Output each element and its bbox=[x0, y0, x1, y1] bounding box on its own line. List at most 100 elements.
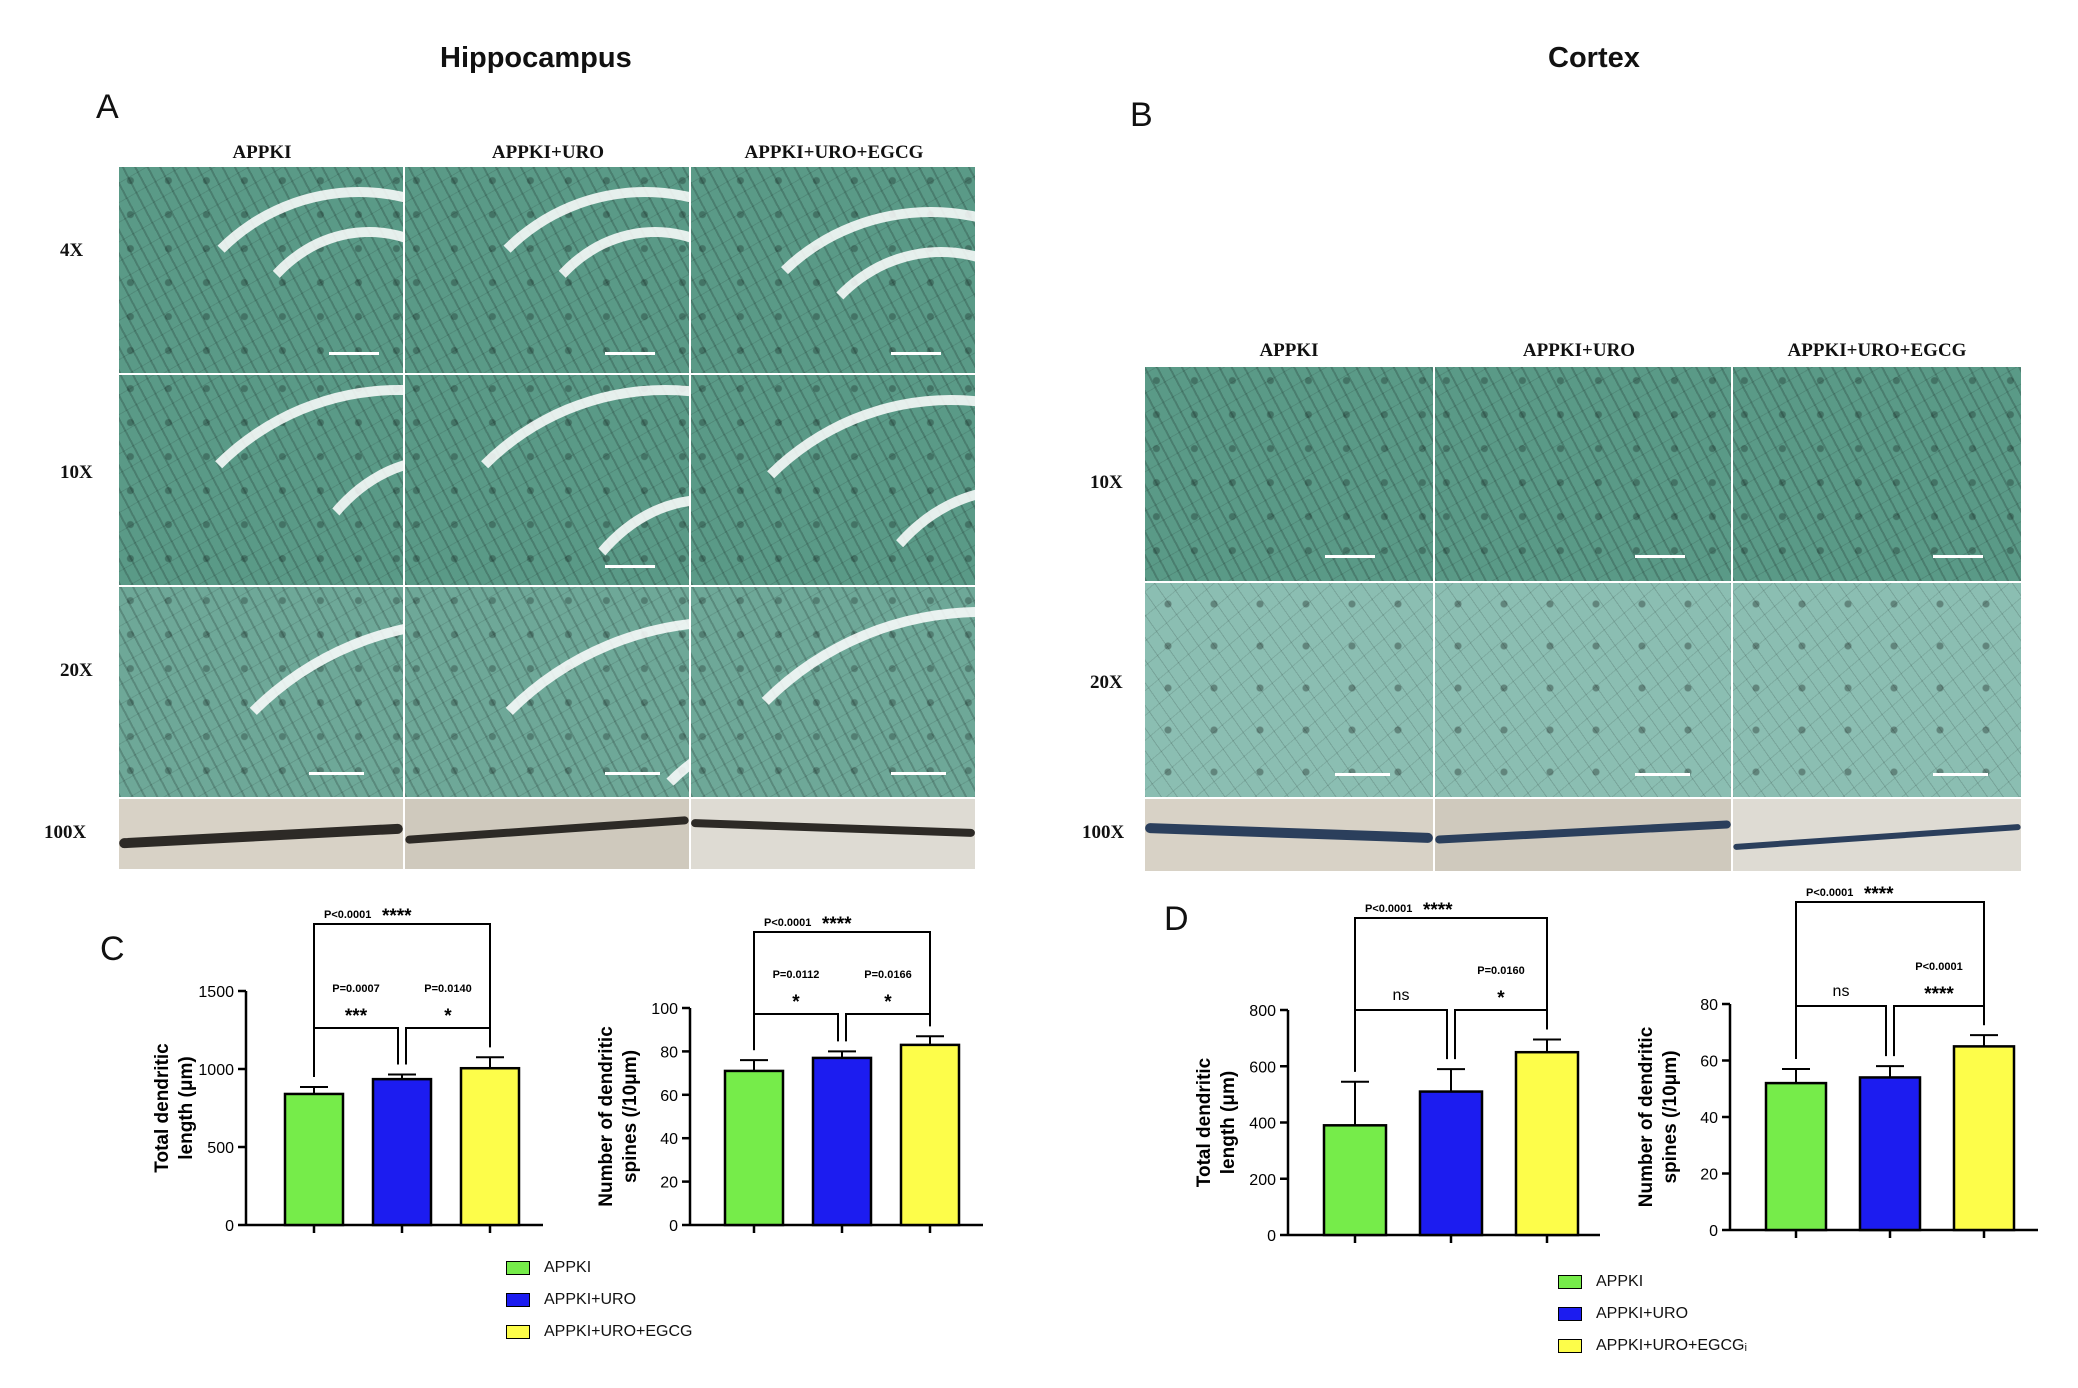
y-tick-label: 600 bbox=[1249, 1059, 1276, 1076]
significance-stars: * bbox=[884, 992, 892, 1013]
y-axis-label-line2: length (μm) bbox=[176, 1056, 197, 1159]
micrograph-cortex-10x-appki-uro bbox=[1434, 366, 1732, 582]
significance-stars: * bbox=[444, 1006, 452, 1027]
title-cortex: Cortex bbox=[1548, 42, 1640, 74]
legend-label: APPKI+URO+EGCGᵢ bbox=[1596, 1337, 1748, 1354]
bar-appki-uro bbox=[1418, 1090, 1484, 1237]
bar-appki bbox=[1764, 1081, 1828, 1232]
y-tick-label: 400 bbox=[1249, 1116, 1276, 1133]
micrograph-hippo-4x-appki bbox=[118, 166, 404, 374]
legend-item: APPKI+URO+EGCGᵢ bbox=[1558, 1330, 1747, 1362]
p-value-label: P<0.0001 bbox=[1806, 887, 1853, 899]
y-tick-label: 20 bbox=[1700, 1167, 1718, 1184]
legend-item: APPKI bbox=[1558, 1266, 1747, 1298]
chart-d1: 0 200 400 600 800 Total dendritic length (μm) n… bbox=[1194, 900, 1600, 1245]
bar-appki-uro bbox=[1858, 1076, 1922, 1232]
y-tick-label: 0 bbox=[225, 1218, 234, 1235]
legend-left: APPKI APPKI+URO APPKI+URO+EGCG bbox=[506, 1252, 693, 1348]
y-tick-label: 80 bbox=[660, 1044, 678, 1061]
legend-swatch-appki bbox=[1558, 1275, 1582, 1289]
legend-item: APPKI+URO+EGCG bbox=[506, 1316, 693, 1348]
y-tick-label: 40 bbox=[1700, 1110, 1718, 1127]
y-axis-label-line2: spines (/10μm) bbox=[620, 1050, 641, 1183]
micrograph-hippo-4x-appki-uro bbox=[404, 166, 690, 374]
bar-appki-uro-egcg bbox=[1514, 1050, 1580, 1237]
legend-item: APPKI bbox=[506, 1252, 693, 1284]
row-label-20x: 20X bbox=[60, 660, 93, 681]
col-label-appki-uro-egcg: APPKI+URO+EGCG bbox=[744, 142, 924, 163]
p-value-label: P=0.0160 bbox=[1477, 965, 1524, 977]
significance-bracket bbox=[1354, 917, 1548, 1072]
row-label-cortex-20x: 20X bbox=[1090, 672, 1123, 693]
bar-appki-uro-egcg bbox=[459, 1066, 521, 1227]
significance-bracket bbox=[753, 931, 931, 1051]
significance-stars: **** bbox=[1423, 900, 1453, 921]
significance-stars: **** bbox=[1864, 884, 1894, 905]
bar-appki bbox=[1322, 1124, 1388, 1237]
y-axis-label: Number of dendritic spines (/10μm) bbox=[1636, 1026, 1681, 1207]
y-tick-label: 500 bbox=[207, 1140, 234, 1157]
y-tick-label: 0 bbox=[1267, 1228, 1276, 1245]
micrograph-hippo-4x-appki-uro-egcg bbox=[690, 166, 976, 374]
significance-stars: *** bbox=[345, 1006, 368, 1027]
legend-label: APPKI+URO bbox=[1596, 1305, 1689, 1322]
significance-bracket bbox=[845, 1013, 931, 1042]
micrograph-cortex-100x-appki-uro-egcg bbox=[1732, 798, 2022, 872]
col-label-appki-uro: APPKI+URO bbox=[491, 142, 605, 163]
y-tick-label: 60 bbox=[660, 1088, 678, 1105]
micrograph-cortex-100x-appki bbox=[1144, 798, 1434, 872]
p-value-label: P<0.0001 bbox=[1365, 903, 1412, 915]
col-label-cortex-appki: APPKI bbox=[1259, 340, 1319, 361]
micrograph-hippo-10x-appki-uro bbox=[404, 374, 690, 586]
micrograph-cortex-10x-appki-uro-egcg bbox=[1732, 366, 2022, 582]
legend-swatch-appki-uro bbox=[1558, 1307, 1582, 1321]
col-label-cortex-appki-uro: APPKI+URO bbox=[1522, 340, 1636, 361]
bar-appki-uro-egcg bbox=[1952, 1045, 2016, 1232]
significance-stars: ns bbox=[1393, 987, 1410, 1004]
legend-right: APPKI APPKI+URO APPKI+URO+EGCGᵢ bbox=[1558, 1266, 1747, 1362]
p-value-label: P=0.0112 bbox=[773, 969, 820, 981]
y-tick-label: 1000 bbox=[198, 1062, 234, 1079]
significance-stars: **** bbox=[382, 906, 412, 927]
micrograph-hippo-100x-appki-uro-egcg bbox=[690, 798, 976, 870]
p-value-label: P<0.0001 bbox=[1915, 961, 1962, 973]
significance-bracket bbox=[1354, 1009, 1448, 1072]
row-label-cortex-100x: 100X bbox=[1082, 822, 1125, 843]
panel-letter-c: C bbox=[100, 930, 125, 968]
legend-swatch-appki-uro bbox=[506, 1293, 530, 1307]
legend-label: APPKI bbox=[1596, 1273, 1644, 1290]
y-tick-label: 200 bbox=[1249, 1172, 1276, 1189]
micrograph-hippo-20x-appki-uro-egcg bbox=[690, 586, 976, 798]
micrograph-cortex-20x-appki-uro bbox=[1434, 582, 1732, 798]
chart-c1: 0 500 1000 1500 Total dendritic length (μm) P=… bbox=[152, 906, 543, 1235]
legend-swatch-appki-uro-egcg bbox=[1558, 1339, 1582, 1353]
y-axis-label-line2: length (μm) bbox=[1218, 1071, 1239, 1174]
y-tick-label: 800 bbox=[1249, 1003, 1276, 1020]
micrograph-hippo-10x-appki bbox=[118, 374, 404, 586]
bar-appki-uro bbox=[811, 1056, 873, 1227]
p-value-label: P=0.0140 bbox=[424, 983, 471, 995]
y-axis-label-line2: spines (/10μm) bbox=[1660, 1050, 1681, 1183]
row-label-4x: 4X bbox=[60, 240, 84, 261]
row-label-100x: 100X bbox=[44, 822, 87, 843]
micrograph-hippo-20x-appki bbox=[118, 586, 404, 798]
p-value-label: P<0.0001 bbox=[324, 909, 371, 921]
p-value-label: P=0.0007 bbox=[332, 983, 379, 995]
micrograph-cortex-10x-appki bbox=[1144, 366, 1434, 582]
y-tick-label: 0 bbox=[669, 1218, 678, 1235]
micrograph-cortex-20x-appki bbox=[1144, 582, 1434, 798]
significance-stars: ns bbox=[1833, 983, 1850, 1000]
legend-label: APPKI+URO+EGCG bbox=[544, 1323, 693, 1340]
y-axis-label: Total dendritic length (μm) bbox=[152, 1043, 197, 1173]
y-axis-label-line1: Number of dendritic bbox=[596, 1026, 617, 1207]
significance-stars: * bbox=[792, 992, 800, 1013]
micrograph-cortex-100x-appki-uro bbox=[1434, 798, 1732, 872]
y-tick-label: 20 bbox=[660, 1175, 678, 1192]
significance-bracket bbox=[313, 923, 491, 1077]
significance-stars: **** bbox=[822, 914, 852, 935]
chart-c2: 0 20 40 60 80 100 Number of dendritic spines (/… bbox=[596, 914, 983, 1235]
significance-stars: * bbox=[1497, 988, 1505, 1009]
y-axis-label: Number of dendritic spines (/10μm) bbox=[596, 1026, 641, 1207]
row-label-10x: 10X bbox=[60, 462, 93, 483]
row-label-cortex-10x: 10X bbox=[1090, 472, 1123, 493]
